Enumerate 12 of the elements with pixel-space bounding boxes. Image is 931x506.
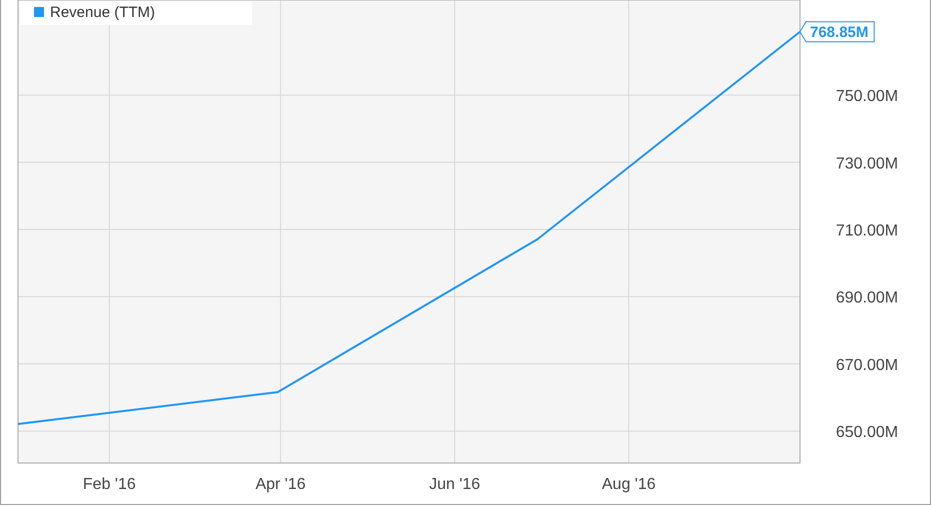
y-tick-label: 710.00M <box>836 222 898 240</box>
data-label: 768.85M <box>810 24 868 41</box>
x-tick-label: Jun '16 <box>429 476 480 493</box>
legend-label: Revenue (TTM) <box>50 4 156 21</box>
y-tick-label: 750.00M <box>836 88 898 106</box>
x-tick-label: Feb '16 <box>82 476 136 493</box>
x-tick-label: Aug '16 <box>602 476 656 493</box>
y-tick-label: 690.00M <box>836 290 898 307</box>
y-tick-label: 730.00M <box>836 155 898 172</box>
y-tick-label: 650.00M <box>836 424 898 442</box>
x-tick-label: Apr '16 <box>255 476 306 493</box>
y-tick-label: 670.00M <box>836 356 898 374</box>
